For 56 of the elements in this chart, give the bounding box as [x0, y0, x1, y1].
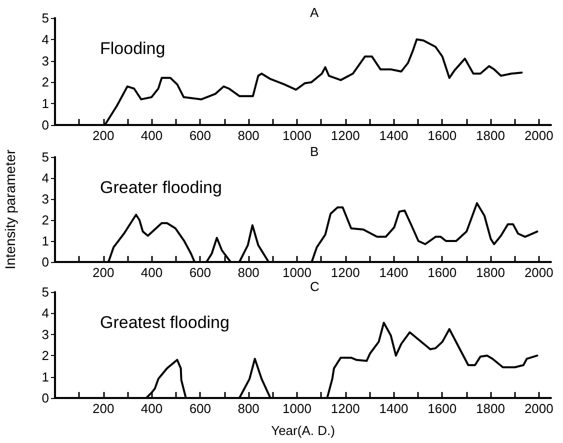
chart-title: C	[310, 279, 320, 294]
y-tick-label: 3	[42, 326, 49, 342]
y-tick-label: 1	[42, 96, 49, 112]
y-tick-label: 1	[42, 234, 49, 248]
chart-title: A	[310, 5, 319, 20]
x-tick-label: 1200	[330, 265, 360, 280]
x-tick-label: 400	[140, 265, 163, 280]
y-tick-label: 0	[42, 390, 49, 406]
x-tick-label: 1800	[476, 401, 505, 416]
x-tick-label: 600	[189, 401, 212, 416]
y-tick-label: 5	[42, 150, 49, 164]
x-tick-label: 2000	[524, 128, 554, 143]
x-tick-label: 1600	[428, 401, 457, 416]
x-tick-label: 1400	[379, 401, 408, 416]
x-tick-label: 400	[140, 401, 163, 416]
y-tick-label: 2	[42, 74, 49, 90]
y-axis-title: Intensity parameter	[2, 149, 18, 270]
x-tick-label: 1600	[428, 265, 457, 280]
chart-title: B	[310, 144, 319, 159]
x-tick-label: 1400	[379, 128, 408, 143]
annotation: Flooding	[100, 39, 166, 58]
y-tick-label: 4	[42, 306, 49, 321]
x-tick-label: 1800	[476, 128, 505, 143]
x-tick-label: 1000	[282, 401, 312, 416]
x-tick-label: 2000	[524, 401, 554, 416]
annotation: Greater flooding	[100, 178, 222, 197]
y-tick-label: 3	[42, 53, 49, 68]
x-tick-label: 1200	[330, 401, 360, 416]
y-tick-label: 5	[42, 10, 49, 26]
x-tick-label: 1000	[282, 265, 312, 280]
x-tick-label: 800	[238, 128, 260, 143]
x-tick-label: 1200	[330, 128, 360, 143]
x-tick-label: 1400	[379, 265, 408, 280]
y-tick-label: 2	[42, 212, 49, 228]
y-tick-label: 1	[42, 369, 49, 384]
x-tick-label: 600	[189, 265, 212, 280]
annotation: Greatest flooding	[100, 313, 230, 332]
y-tick-label: 3	[42, 192, 49, 206]
x-tick-label: 400	[140, 128, 163, 143]
y-tick-label: 4	[42, 170, 49, 186]
x-axis-title: Year(A. D.)	[271, 423, 335, 438]
x-tick-label: 1000	[282, 128, 312, 143]
x-tick-label: 800	[238, 401, 260, 416]
x-tick-label: 1800	[476, 265, 505, 280]
x-tick-label: 2000	[524, 265, 554, 280]
x-tick-label: 1600	[428, 128, 457, 143]
y-tick-label: 5	[42, 284, 49, 300]
x-tick-label: 800	[238, 265, 260, 280]
x-tick-label: 200	[92, 265, 114, 280]
x-tick-label: 600	[189, 128, 212, 143]
y-tick-label: 4	[42, 32, 49, 47]
x-tick-label: 200	[92, 401, 114, 416]
x-tick-label: 200	[92, 128, 114, 143]
y-tick-label: 0	[42, 118, 49, 132]
y-tick-label: 2	[42, 348, 49, 364]
y-tick-label: 0	[42, 254, 49, 270]
